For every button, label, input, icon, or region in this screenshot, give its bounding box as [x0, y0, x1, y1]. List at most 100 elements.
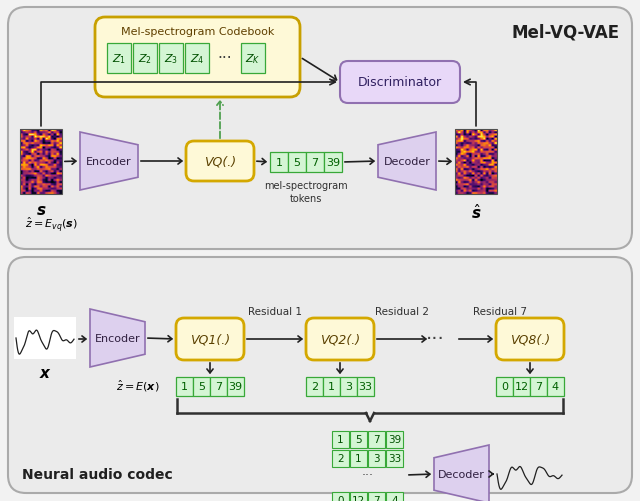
Polygon shape — [434, 445, 489, 501]
Text: 1: 1 — [328, 382, 335, 392]
Text: 33: 33 — [388, 453, 401, 463]
Bar — [350, 431, 367, 448]
Text: $Z_K$: $Z_K$ — [245, 52, 260, 66]
Text: 1: 1 — [355, 453, 362, 463]
Text: 7: 7 — [535, 382, 542, 392]
Bar — [350, 492, 367, 501]
FancyBboxPatch shape — [496, 318, 564, 360]
Bar — [368, 431, 385, 448]
Bar — [241, 44, 265, 74]
Bar — [14, 317, 76, 359]
Text: VQ2(.): VQ2(.) — [320, 333, 360, 346]
Text: $\hat{z}=E(\boldsymbol{x})$: $\hat{z}=E(\boldsymbol{x})$ — [116, 378, 160, 393]
Text: 2: 2 — [311, 382, 318, 392]
Bar — [386, 431, 403, 448]
FancyBboxPatch shape — [306, 318, 374, 360]
Bar — [530, 377, 547, 396]
Text: 1: 1 — [181, 382, 188, 392]
Text: Decoder: Decoder — [438, 469, 485, 479]
Bar — [513, 377, 530, 396]
Text: 0: 0 — [337, 495, 344, 501]
Bar — [496, 377, 513, 396]
Text: $\boldsymbol{s}$: $\boldsymbol{s}$ — [36, 202, 46, 217]
Text: Residual 7: Residual 7 — [473, 307, 527, 316]
Bar — [288, 153, 306, 173]
Bar — [368, 492, 385, 501]
Bar — [306, 153, 324, 173]
Text: 33: 33 — [358, 382, 372, 392]
Text: 7: 7 — [215, 382, 222, 392]
Text: $Z_4$: $Z_4$ — [190, 52, 204, 66]
Bar — [332, 492, 349, 501]
Text: 39: 39 — [388, 435, 401, 444]
Text: 4: 4 — [391, 495, 398, 501]
Text: $Z_2$: $Z_2$ — [138, 52, 152, 66]
Text: $Z_3$: $Z_3$ — [164, 52, 178, 66]
Text: mel-spectrogram
tokens: mel-spectrogram tokens — [264, 181, 348, 204]
Text: 5: 5 — [294, 158, 301, 168]
Text: Mel-VQ-VAE: Mel-VQ-VAE — [512, 24, 620, 42]
Polygon shape — [90, 310, 145, 367]
Text: VQ8(.): VQ8(.) — [510, 333, 550, 346]
Text: 12: 12 — [515, 382, 529, 392]
Text: 1: 1 — [337, 435, 344, 444]
Text: 39: 39 — [326, 158, 340, 168]
Text: 12: 12 — [352, 495, 365, 501]
Bar — [306, 377, 323, 396]
FancyBboxPatch shape — [176, 318, 244, 360]
Bar — [159, 44, 183, 74]
Text: Decoder: Decoder — [383, 157, 431, 167]
Bar — [176, 377, 193, 396]
Bar — [133, 44, 157, 74]
Bar — [20, 130, 62, 194]
Text: 0: 0 — [501, 382, 508, 392]
Text: Residual 1: Residual 1 — [248, 307, 302, 316]
Bar — [386, 492, 403, 501]
Text: $\hat{\boldsymbol{s}}$: $\hat{\boldsymbol{s}}$ — [471, 202, 481, 221]
Bar — [323, 377, 340, 396]
Bar — [185, 44, 209, 74]
Bar — [368, 450, 385, 467]
Text: VQ(.): VQ(.) — [204, 155, 236, 168]
Text: ···: ··· — [218, 52, 232, 66]
FancyBboxPatch shape — [8, 8, 632, 249]
Text: 2: 2 — [337, 453, 344, 463]
Text: 5: 5 — [198, 382, 205, 392]
Bar — [455, 130, 497, 194]
Text: 39: 39 — [228, 382, 243, 392]
Text: Neural audio codec: Neural audio codec — [22, 467, 173, 481]
Text: 3: 3 — [345, 382, 352, 392]
Text: Mel-spectrogram Codebook: Mel-spectrogram Codebook — [121, 27, 274, 37]
Bar — [357, 377, 374, 396]
Text: Encoder: Encoder — [95, 333, 140, 343]
Bar — [332, 450, 349, 467]
Bar — [107, 44, 131, 74]
Text: 7: 7 — [312, 158, 319, 168]
Text: ···: ··· — [426, 330, 444, 349]
Bar — [324, 153, 342, 173]
FancyBboxPatch shape — [95, 18, 300, 98]
Bar — [332, 431, 349, 448]
FancyBboxPatch shape — [8, 258, 632, 493]
Bar — [270, 153, 288, 173]
Bar — [386, 450, 403, 467]
Text: 3: 3 — [373, 453, 380, 463]
Bar — [210, 377, 227, 396]
Text: $Z_1$: $Z_1$ — [112, 52, 126, 66]
Text: $\hat{z}=E_{vq}(\boldsymbol{s})$: $\hat{z}=E_{vq}(\boldsymbol{s})$ — [24, 214, 77, 233]
Bar — [193, 377, 210, 396]
Text: 4: 4 — [552, 382, 559, 392]
Text: 7: 7 — [373, 495, 380, 501]
Text: Encoder: Encoder — [86, 157, 132, 167]
Polygon shape — [378, 133, 436, 190]
Bar — [350, 450, 367, 467]
Text: 7: 7 — [373, 435, 380, 444]
Text: Discriminator: Discriminator — [358, 76, 442, 89]
Text: Residual 2: Residual 2 — [375, 307, 429, 316]
Bar — [547, 377, 564, 396]
Text: ···: ··· — [362, 468, 374, 481]
Text: 5: 5 — [355, 435, 362, 444]
Text: 1: 1 — [275, 158, 282, 168]
Text: $\boldsymbol{x}$: $\boldsymbol{x}$ — [38, 365, 51, 380]
Polygon shape — [80, 133, 138, 190]
